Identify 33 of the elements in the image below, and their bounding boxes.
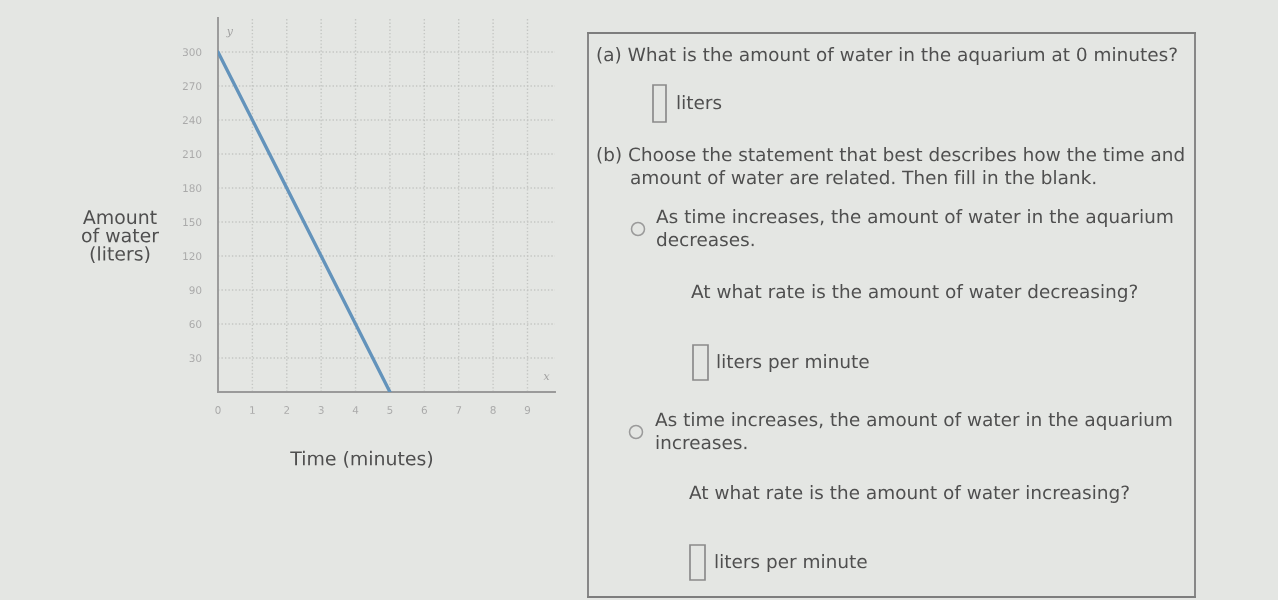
- x-tick-label: 4: [352, 406, 359, 414]
- x-tick-label: 3: [318, 406, 324, 414]
- x-tick-label: 2: [284, 406, 290, 414]
- y-tick-label: 270: [182, 82, 202, 91]
- annotation: y: [226, 28, 234, 38]
- text: liters per minute: [717, 354, 869, 372]
- text: liters per minute: [715, 554, 867, 572]
- x-tick-label: 6: [421, 406, 427, 414]
- x-axis-title: Time (minutes): [290, 450, 433, 468]
- text: As time increases, the amount of water in the aquarium decreases.: [656, 209, 1173, 247]
- text: At what rate is the amount of water decreasing?: [691, 284, 1138, 302]
- text: At what rate is the amount of water increasing?: [689, 485, 1129, 503]
- y-tick-label: 180: [183, 184, 202, 193]
- x-tick-label: 0: [215, 406, 221, 414]
- y-tick-label: 240: [182, 116, 202, 125]
- y-tick-label: 150: [183, 218, 202, 227]
- x-tick-label: 5: [387, 406, 393, 414]
- text: As time increases, the amount of water in the aquarium increases.: [655, 412, 1172, 450]
- text: liters: [677, 95, 722, 110]
- y-tick-label: 90: [189, 286, 202, 295]
- y-tick-label: 300: [182, 48, 202, 57]
- y-tick-label: 210: [182, 150, 202, 159]
- x-tick-label: 7: [456, 406, 462, 414]
- y-tick-label: 30: [189, 354, 202, 363]
- x-tick-label: 9: [524, 406, 531, 414]
- annotation: x: [543, 374, 550, 381]
- y-axis-title: Amount of water (liters): [82, 210, 160, 263]
- y-tick-label: 120: [183, 252, 202, 261]
- x-tick-label: 8: [490, 406, 496, 414]
- x-tick-label: 1: [250, 406, 255, 414]
- y-tick-label: 60: [189, 320, 202, 329]
- text: (a) What is the amount of water in the aquarium at 0 minutes?: [597, 47, 1177, 65]
- text: (b) Choose the statement that best describes how the time and amount of water are related. Then fill in the blank.: [597, 147, 1184, 185]
